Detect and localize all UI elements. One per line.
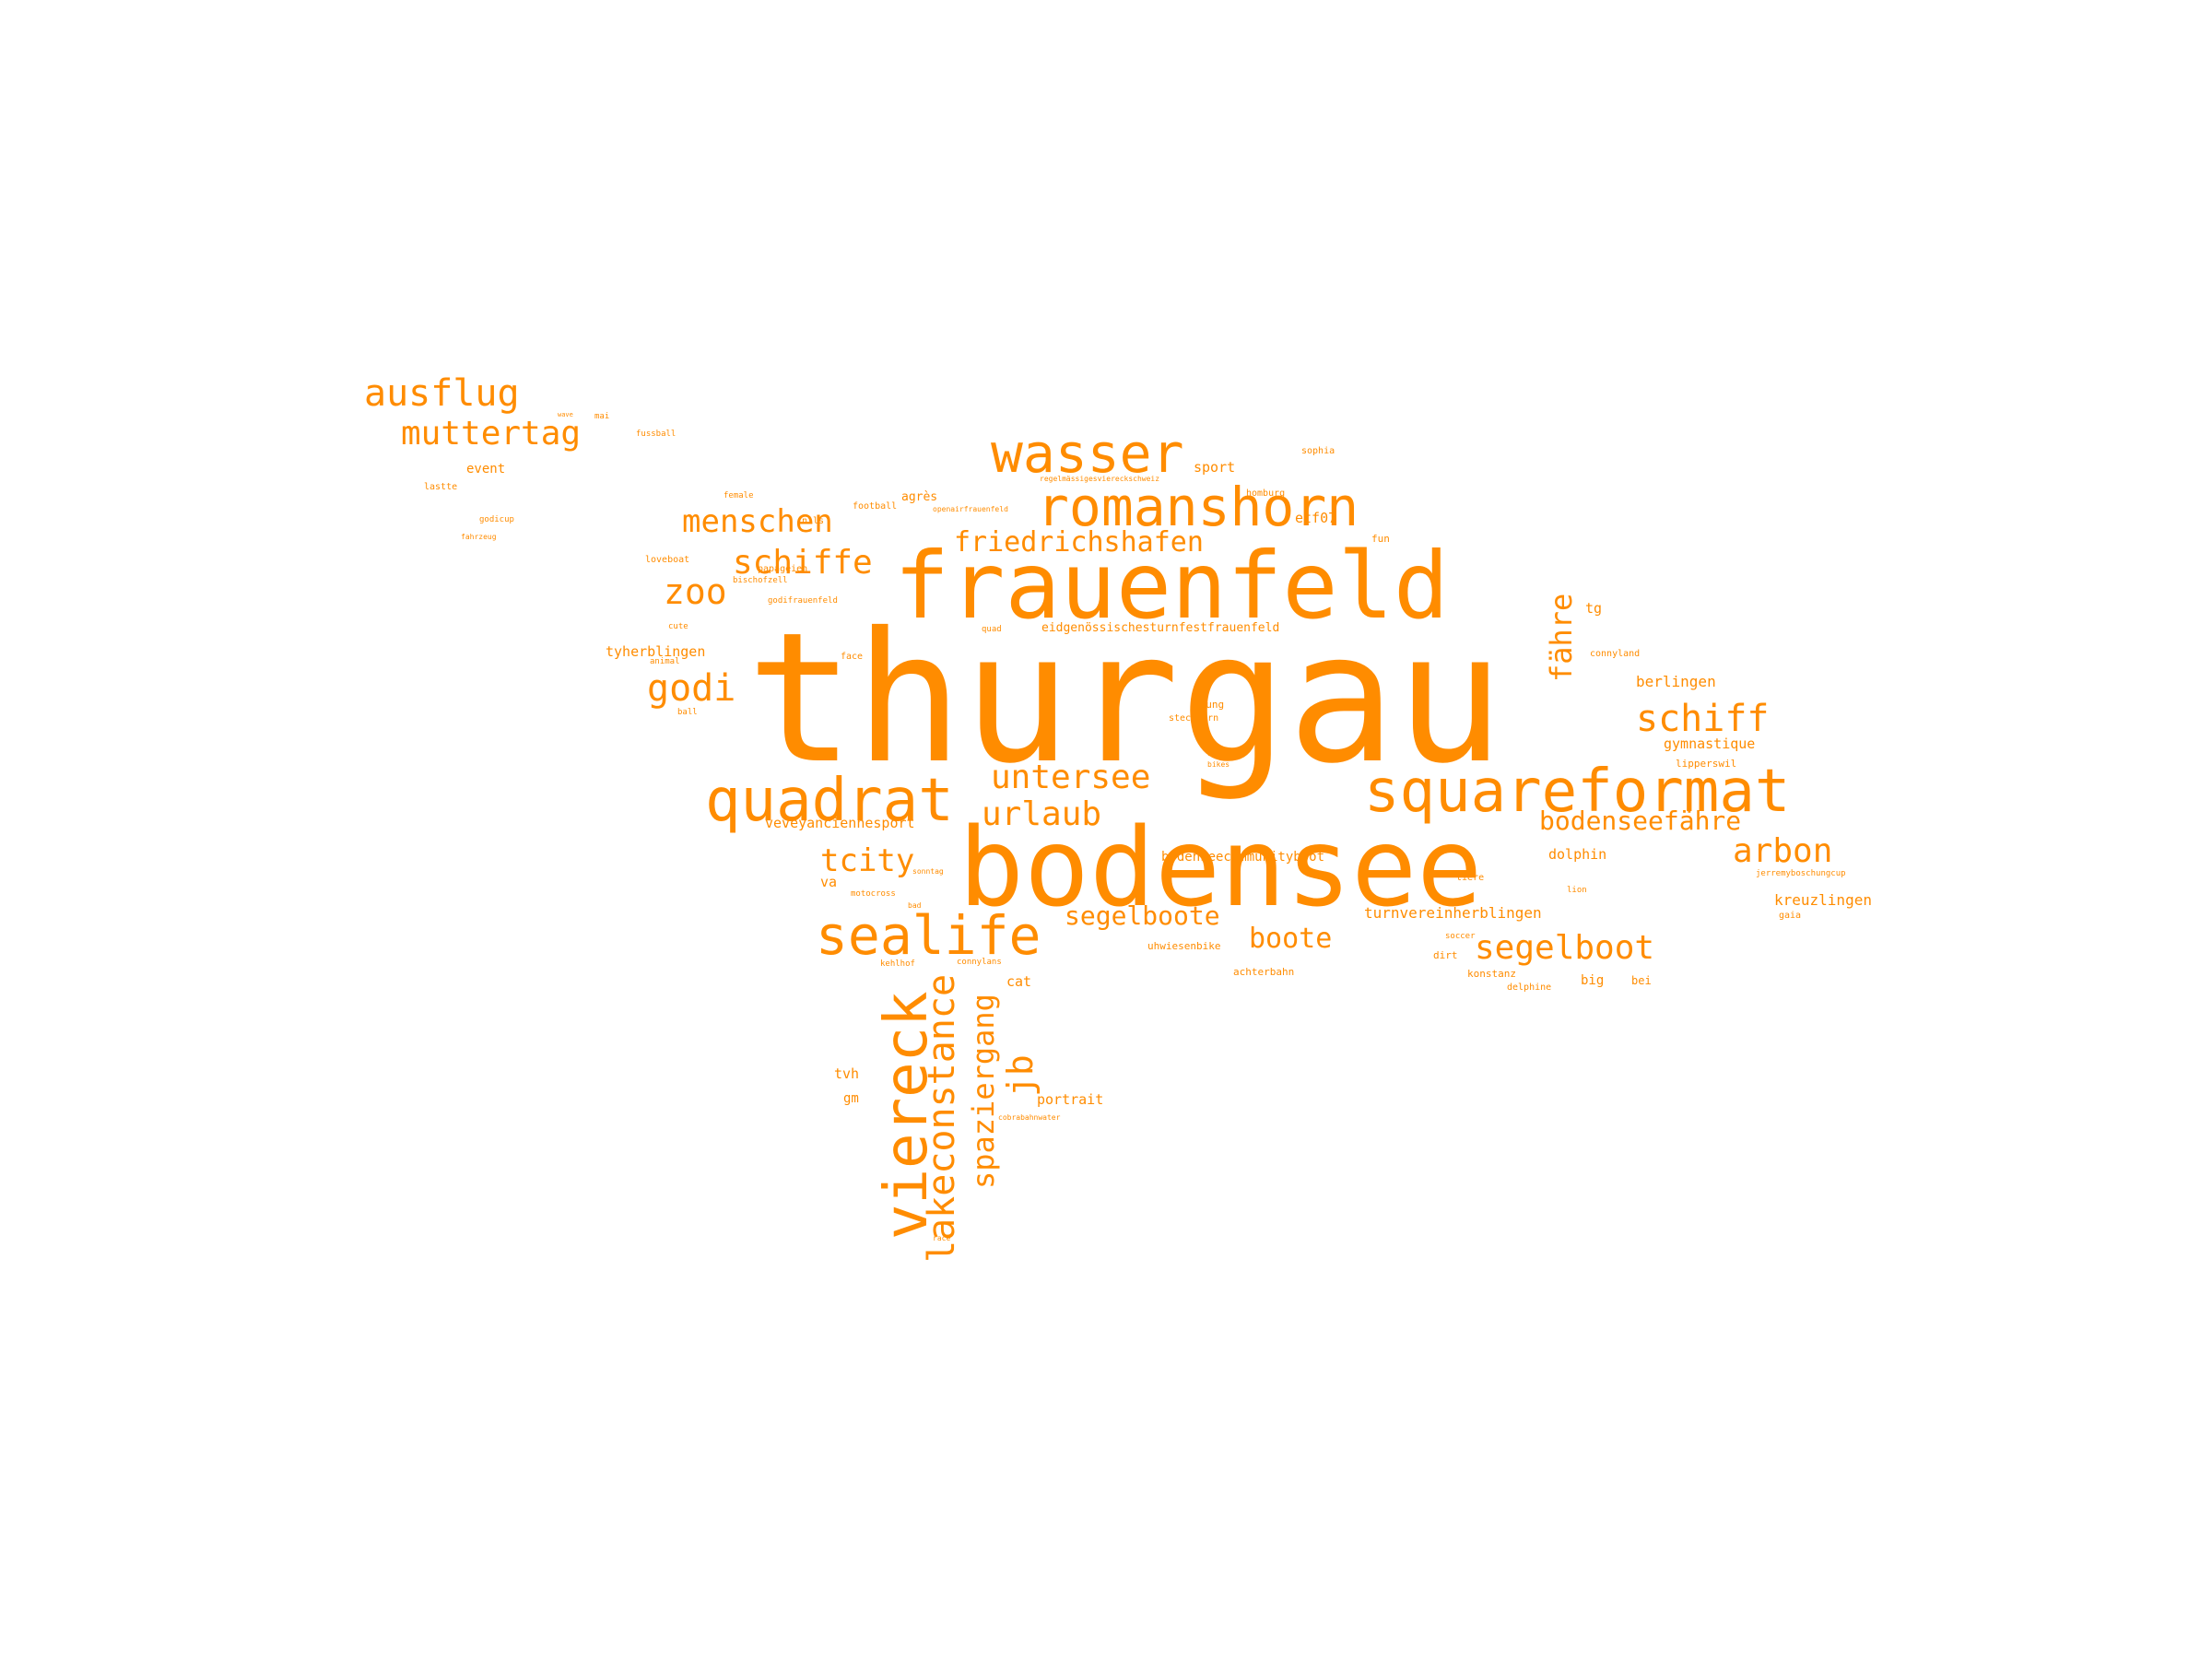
word-boote: boote	[1249, 923, 1332, 955]
word-ball: ball	[677, 708, 698, 717]
word-race: race	[933, 1234, 950, 1242]
word-big: big	[1581, 973, 1604, 988]
word-young: young	[1194, 699, 1224, 711]
word-squareformat: squareformat	[1364, 758, 1790, 826]
word-lakeconstance: lakeconstance	[921, 974, 963, 1263]
word-tiere: tiere	[1456, 873, 1484, 883]
word-fun: fun	[1371, 533, 1390, 545]
word-berlingen: berlingen	[1636, 673, 1716, 690]
word-gm: gm	[843, 1091, 859, 1106]
word-urlaub: urlaub	[982, 795, 1101, 833]
word-ausflug: ausflug	[364, 372, 520, 415]
word-godifrauenfeld: godifrauenfeld	[768, 596, 838, 606]
word-frauenfeld: frauenfeld	[894, 532, 1449, 640]
word-bikes: bikes	[1207, 760, 1230, 769]
word-soccer: soccer	[1445, 932, 1476, 941]
word-godi: godi	[647, 667, 735, 710]
word-menschen: menschen	[682, 503, 833, 540]
word-fussball: fussball	[636, 429, 676, 439]
word-turnvereinherblingen: turnvereinherblingen	[1364, 904, 1542, 922]
word-wasser: wasser	[991, 422, 1184, 485]
word-female: female	[724, 491, 754, 500]
word-cat: cat	[1006, 973, 1031, 990]
word-tvh: tvh	[834, 1065, 859, 1082]
word-romanshorn: romanshorn	[1037, 476, 1359, 538]
word-gymnastique: gymnastique	[1664, 735, 1755, 752]
word-sonntag: sonntag	[912, 867, 944, 876]
word-uhwiesenbike: uhwiesenbike	[1147, 940, 1220, 952]
word-connylans: connylans	[957, 958, 1002, 967]
word-bodensee: bodensee	[959, 804, 1482, 931]
word-event: event	[466, 462, 505, 477]
word-portrait: portrait	[1037, 1091, 1103, 1108]
word-lion: lion	[1567, 886, 1587, 895]
word-sophia: sophia	[1301, 446, 1335, 456]
word-spaziergang: spaziergang	[966, 994, 1001, 1189]
word-cute: cute	[668, 622, 688, 631]
word-untersee: untersee	[991, 759, 1150, 796]
word-bodenseefaehre: bodenseefähre	[1539, 806, 1741, 836]
word-arbon: arbon	[1733, 832, 1832, 870]
word-jb: jb	[1000, 1054, 1041, 1097]
word-faehre: fähre	[1544, 594, 1579, 682]
word-quadrat: quadrat	[705, 767, 954, 835]
word-lipperswil: lipperswil	[1676, 758, 1736, 770]
word-thurgau: thurgau	[747, 594, 1504, 803]
word-tyherblingen: tyherblingen	[606, 643, 705, 660]
word-cobrabahnwater: cobrabahnwater	[998, 1113, 1061, 1122]
word-regelmaessig: regelmässigesviereckschweiz	[1040, 475, 1159, 483]
word-friedrichshafen: friedrichshafen	[954, 526, 1204, 559]
word-nils: nils	[802, 516, 824, 526]
word-connyland: connyland	[1590, 649, 1640, 659]
word-dolphin: dolphin	[1548, 846, 1606, 863]
word-mai: mai	[594, 412, 609, 421]
word-segelboote: segelboote	[1065, 900, 1220, 931]
word-tcity: tcity	[820, 842, 914, 879]
word-gaia: gaia	[1779, 911, 1801, 921]
word-openairfrauenfeld: openairfrauenfeld	[933, 505, 1008, 513]
word-bodenseecommunityboot: bodenseecommunityboot	[1161, 850, 1324, 865]
word-etf07: etf07	[1295, 510, 1336, 526]
word-eidgenoessisch: eidgenössischesturnfestfrauenfeld	[1041, 621, 1279, 635]
word-sport: sport	[1194, 459, 1235, 476]
word-bad: bad	[908, 901, 922, 910]
word-dirt: dirt	[1433, 949, 1458, 961]
word-jerremyboschungcup: jerremyboschungcup	[1756, 869, 1846, 878]
word-sand: sand	[1207, 749, 1225, 758]
word-bei: bei	[1631, 974, 1652, 987]
word-achterbahn: achterbahn	[1233, 966, 1294, 978]
word-wave: wave	[558, 411, 573, 418]
word-schiff: schiff	[1636, 698, 1770, 740]
word-kehlhof: kehlhof	[880, 959, 915, 969]
word-quad: quad	[982, 625, 1002, 634]
word-laster: lastte	[424, 482, 457, 492]
word-sealife: sealife	[816, 904, 1041, 967]
word-homburg: homburg	[1246, 488, 1285, 499]
word-tg: tg	[1585, 600, 1602, 617]
word-kreuzlingen: kreuzlingen	[1774, 891, 1872, 909]
word-agres: agrès	[901, 490, 937, 504]
word-face: face	[841, 652, 863, 662]
word-loveboat: loveboat	[645, 555, 689, 565]
word-animal: animal	[650, 657, 680, 666]
word-papageien: papageien	[758, 564, 807, 574]
word-muttertag: muttertag	[401, 415, 581, 453]
word-godicup: godicup	[479, 515, 514, 524]
word-cloud-words: thurgau bodensee frauenfeld squareformat…	[364, 372, 1872, 1263]
word-schiffe: schiffe	[733, 544, 873, 582]
word-konstanz: konstanz	[1467, 968, 1516, 980]
word-segelboot: segelboot	[1475, 929, 1654, 967]
word-fahrzeug: fahrzeug	[461, 533, 497, 541]
word-bischofzell: bischofzell	[733, 576, 788, 585]
word-va: va	[820, 874, 837, 890]
word-steckborn: steckborn	[1169, 713, 1218, 724]
word-motocross: motocross	[851, 889, 896, 899]
word-football: football	[853, 501, 897, 512]
word-zoo: zoo	[664, 571, 727, 612]
word-delphine: delphine	[1507, 982, 1551, 993]
word-viereck: viereck	[873, 991, 941, 1240]
word-veveyanciennesport: veveyanciennesport	[765, 815, 915, 831]
